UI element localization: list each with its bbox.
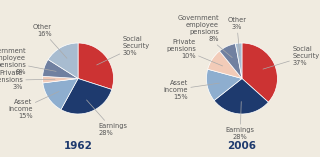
Text: Government
employee
pensions
8%: Government employee pensions 8% [177, 15, 232, 58]
Wedge shape [236, 43, 242, 78]
Text: Government
employee
pensions
8%: Government employee pensions 8% [0, 48, 56, 75]
Text: Earnings
28%: Earnings 28% [86, 100, 127, 136]
Text: 1962: 1962 [64, 141, 92, 151]
Wedge shape [206, 69, 242, 100]
Wedge shape [78, 43, 114, 89]
Wedge shape [61, 78, 112, 114]
Text: Asset
income
15%: Asset income 15% [8, 92, 59, 119]
Wedge shape [48, 43, 78, 78]
Wedge shape [214, 78, 268, 114]
Wedge shape [208, 51, 242, 78]
Wedge shape [43, 76, 78, 83]
Text: Social
Security
37%: Social Security 37% [263, 46, 319, 69]
Text: Other
3%: Other 3% [227, 17, 246, 56]
Text: Social
Security
30%: Social Security 30% [97, 36, 150, 65]
Wedge shape [43, 60, 78, 78]
Text: Asset
income
15%: Asset income 15% [164, 80, 220, 100]
Wedge shape [220, 44, 242, 78]
Wedge shape [43, 78, 78, 110]
Text: 2006: 2006 [228, 141, 256, 151]
Text: Earnings
28%: Earnings 28% [226, 102, 255, 140]
Wedge shape [242, 43, 277, 102]
Text: Private
pensions
3%: Private pensions 3% [0, 70, 55, 90]
Text: Private
pensions
10%: Private pensions 10% [166, 39, 223, 66]
Text: Other
16%: Other 16% [33, 24, 67, 58]
